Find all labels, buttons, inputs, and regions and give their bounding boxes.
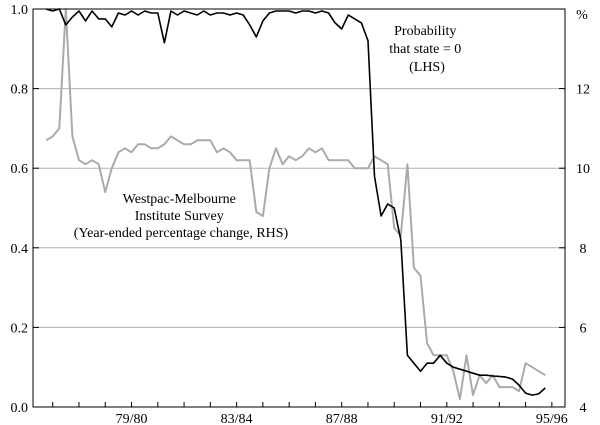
- y-left-tick-label: 0.6: [11, 162, 29, 177]
- survey-series-line: [45, 8, 546, 400]
- y-right-tick-label: 12: [576, 83, 590, 98]
- annotation-probability-line-2: that state = 0: [389, 42, 461, 57]
- x-tick-label: 91/92: [431, 412, 463, 425]
- annotation-probability: Probability that state = 0 (LHS): [389, 24, 465, 75]
- x-ticks: 79/80 83/84 87/88 91/92 95/96: [52, 402, 568, 425]
- y-right-tick-label: 10: [576, 162, 590, 177]
- annotation-survey-line-3: (Year-ended percentage change, RHS): [74, 226, 289, 241]
- x-tick-label: 87/88: [326, 412, 358, 425]
- y-left-tick-label: 0.4: [11, 242, 29, 257]
- y-right-ticks: 4 6 8 10 12: [559, 83, 590, 416]
- x-tick-label: 79/80: [116, 412, 148, 425]
- y-right-tick-label: 8: [580, 242, 587, 257]
- x-tick-label: 83/84: [221, 412, 253, 425]
- y-left-ticks: 0.0 0.2 0.4 0.6 0.8 1.0: [11, 3, 39, 416]
- annotation-probability-line-1: Probability: [394, 24, 456, 39]
- y-right-tick-label: 4: [580, 401, 587, 416]
- plot-frame: [32, 8, 566, 408]
- probability-series-line: [45, 8, 546, 396]
- annotation-probability-line-3: (LHS): [409, 60, 445, 75]
- y-left-tick-label: 0.8: [11, 83, 29, 98]
- x-tick-label: 95/96: [536, 412, 568, 425]
- series-lines: [45, 8, 546, 400]
- y-left-tick-label: 0.0: [11, 401, 29, 416]
- annotation-survey-line-1: Westpac-Melbourne: [123, 192, 236, 207]
- y-left-tick-label: 1.0: [11, 3, 29, 18]
- y-right-tick-label: 6: [580, 321, 587, 336]
- y-left-tick-label: 0.2: [11, 321, 29, 336]
- grid-lines: [33, 88, 565, 328]
- right-axis-unit: %: [576, 8, 588, 23]
- annotation-survey: Westpac-Melbourne Institute Survey (Year…: [74, 192, 289, 241]
- annotation-survey-line-2: Institute Survey: [135, 209, 224, 224]
